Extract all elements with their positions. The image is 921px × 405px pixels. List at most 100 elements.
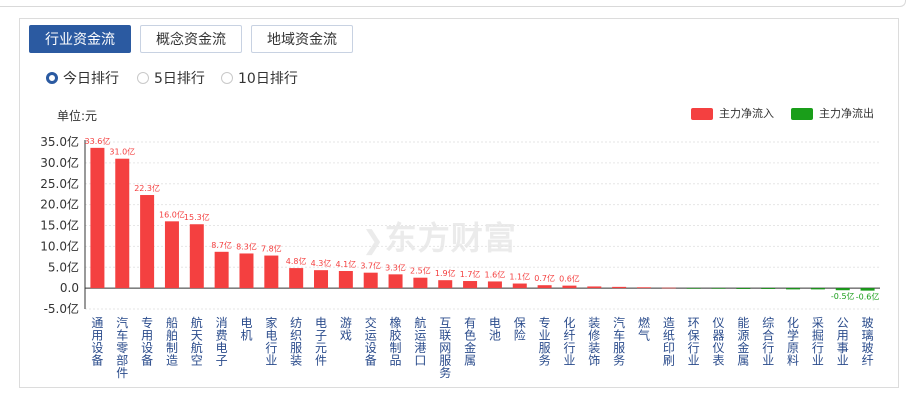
x-category-label: 仪器仪表 — [713, 316, 725, 368]
radio-label: 10日排行 — [238, 71, 298, 87]
bar — [164, 221, 179, 289]
bar — [438, 280, 453, 289]
data-label: 22.3亿 — [134, 183, 160, 193]
y-tick-label: 35.0亿 — [40, 134, 79, 149]
x-category-label: 消费电子 — [216, 316, 228, 368]
data-label: 0.6亿 — [559, 274, 580, 284]
data-label: 4.1亿 — [335, 259, 356, 269]
x-category-label: 环保行业 — [688, 316, 700, 368]
x-category-label: 采掘行业 — [812, 316, 824, 368]
bar — [338, 271, 353, 289]
legend-label-inflow: 主力净流入 — [719, 107, 774, 120]
radio-10day-ranking[interactable]: 10日排行 — [221, 70, 301, 88]
legend-swatch-inflow — [691, 108, 713, 120]
data-label: 2.5亿 — [410, 266, 431, 276]
tab-industry-fund-flow[interactable]: 行业资金流 — [29, 25, 131, 53]
bar — [786, 288, 801, 290]
bar — [736, 288, 751, 289]
bar — [363, 272, 378, 289]
data-label: 1.6亿 — [485, 269, 506, 279]
bar — [214, 251, 229, 289]
data-label: 4.3亿 — [311, 258, 332, 268]
bar — [562, 285, 577, 289]
data-label: 33.6亿 — [85, 136, 111, 146]
bar — [761, 288, 776, 289]
y-tick-label: 20.0亿 — [40, 197, 79, 212]
radio-label: 今日排行 — [63, 71, 119, 87]
x-category-label: 家电行业 — [265, 315, 277, 368]
top-frame — [0, 0, 921, 8]
x-category-label: 航运港口 — [414, 315, 426, 368]
bar — [537, 285, 552, 289]
data-label: 15.3亿 — [184, 212, 210, 222]
x-category-label: 公用事业 — [837, 316, 849, 368]
x-category-label: 玻璃玻纤 — [862, 316, 874, 368]
data-label: 1.7亿 — [460, 269, 481, 279]
radio-dot-icon — [221, 72, 233, 84]
x-category-label: 造纸印刷 — [663, 316, 675, 368]
y-tick-label: 5.0亿 — [48, 259, 79, 274]
x-category-label: 汽车零部件 — [116, 315, 128, 380]
x-category-label: 装修装饰 — [588, 316, 600, 368]
bar — [314, 270, 329, 289]
legend-inflow[interactable]: 主力净流入 — [691, 107, 781, 121]
bar — [413, 277, 428, 289]
legend-outflow[interactable]: 主力净流出 — [791, 107, 883, 121]
x-category-label: 游戏 — [340, 316, 352, 343]
data-label: -0.5亿 — [831, 291, 855, 301]
bar — [487, 281, 502, 289]
data-label: 1.9亿 — [435, 268, 456, 278]
unit-label: 单位:元 — [57, 109, 98, 123]
bar — [661, 287, 676, 289]
bar — [264, 255, 279, 289]
bar — [140, 195, 155, 289]
fund-flow-panel — [19, 18, 899, 388]
x-category-label: 化纤行业 — [563, 316, 575, 368]
data-label: 16.0亿 — [159, 209, 185, 219]
radio-5day-ranking[interactable]: 5日排行 — [137, 70, 209, 88]
bar — [686, 288, 701, 289]
x-category-label: 保险 — [514, 316, 526, 343]
data-label: 7.8亿 — [261, 244, 282, 254]
bar — [463, 281, 478, 289]
data-label: 3.7亿 — [360, 261, 381, 271]
x-category-label: 橡胶制品 — [390, 316, 402, 368]
tab-region-fund-flow[interactable]: 地域资金流 — [251, 25, 353, 53]
watermark-mark-icon: ❯ — [362, 226, 385, 256]
y-tick-label: 30.0亿 — [40, 155, 79, 170]
x-category-label: 纺织服装 — [290, 316, 302, 368]
x-category-label: 综合行业 — [762, 316, 774, 368]
x-category-label: 通用设备 — [91, 316, 103, 368]
tab-concept-fund-flow[interactable]: 概念资金流 — [140, 25, 242, 53]
bar — [612, 286, 627, 289]
bar — [860, 288, 875, 291]
data-label: 3.3亿 — [385, 262, 406, 272]
bar — [636, 287, 651, 289]
x-category-label: 航天航空 — [191, 315, 203, 368]
x-category-label: 专业服务 — [539, 315, 551, 368]
y-tick-label: 10.0亿 — [40, 238, 79, 253]
radio-today-ranking[interactable]: 今日排行 — [46, 70, 126, 88]
bar — [711, 288, 726, 289]
data-label: 8.7亿 — [211, 240, 232, 250]
data-label: 31.0亿 — [109, 147, 135, 157]
x-category-label: 化学原料 — [787, 316, 799, 368]
bar — [239, 253, 254, 289]
bar — [189, 224, 204, 289]
radio-dot-icon — [46, 72, 58, 84]
bar — [388, 274, 403, 289]
legend-label-outflow: 主力净流出 — [819, 107, 874, 120]
bar — [90, 147, 105, 289]
x-category-label: 专用设备 — [141, 315, 153, 368]
y-tick-label: 25.0亿 — [40, 176, 79, 191]
y-tick-label: -5.0亿 — [44, 301, 79, 316]
bar — [810, 288, 825, 290]
x-category-label: 电机 — [240, 316, 252, 343]
x-category-label: 有色金属 — [464, 316, 476, 368]
x-category-label: 船舶制造 — [166, 316, 178, 368]
data-label: 4.8亿 — [286, 256, 307, 266]
radio-label: 5日排行 — [154, 71, 205, 87]
bar — [835, 288, 850, 291]
legend-swatch-outflow — [791, 108, 813, 120]
